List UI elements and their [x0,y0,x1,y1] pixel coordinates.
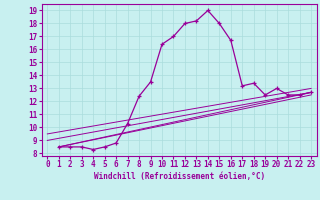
X-axis label: Windchill (Refroidissement éolien,°C): Windchill (Refroidissement éolien,°C) [94,172,265,181]
